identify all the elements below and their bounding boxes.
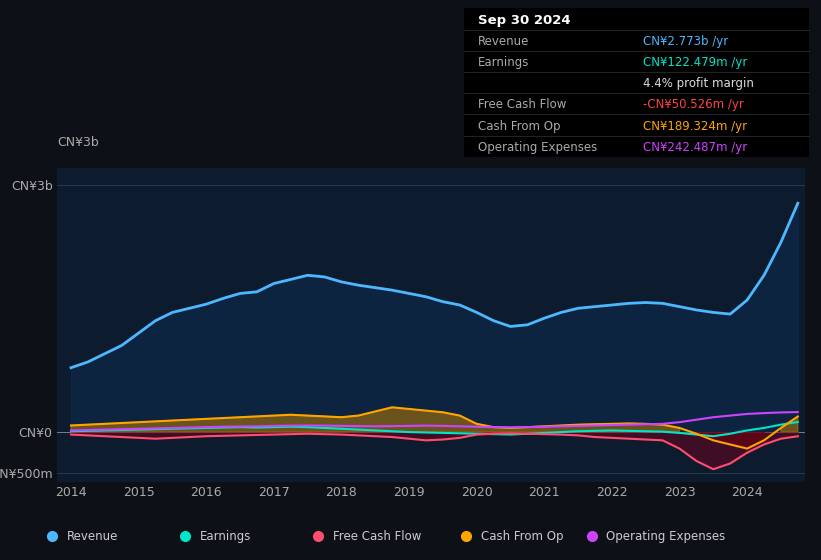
Text: -CN¥50.526m /yr: -CN¥50.526m /yr bbox=[643, 99, 744, 111]
Text: Free Cash Flow: Free Cash Flow bbox=[333, 530, 421, 543]
Text: Sep 30 2024: Sep 30 2024 bbox=[478, 13, 571, 26]
Text: Cash From Op: Cash From Op bbox=[481, 530, 563, 543]
Text: CN¥122.479m /yr: CN¥122.479m /yr bbox=[643, 56, 748, 69]
Text: 4.4% profit margin: 4.4% profit margin bbox=[643, 77, 754, 90]
Text: Operating Expenses: Operating Expenses bbox=[606, 530, 726, 543]
Text: Earnings: Earnings bbox=[200, 530, 251, 543]
Text: Free Cash Flow: Free Cash Flow bbox=[478, 99, 566, 111]
Text: Revenue: Revenue bbox=[478, 35, 529, 48]
Text: Earnings: Earnings bbox=[478, 56, 529, 69]
Text: Revenue: Revenue bbox=[67, 530, 118, 543]
Text: CN¥189.324m /yr: CN¥189.324m /yr bbox=[643, 120, 747, 133]
Text: CN¥242.487m /yr: CN¥242.487m /yr bbox=[643, 141, 747, 154]
Text: CN¥2.773b /yr: CN¥2.773b /yr bbox=[643, 35, 728, 48]
Text: Operating Expenses: Operating Expenses bbox=[478, 141, 597, 154]
Text: CN¥3b: CN¥3b bbox=[57, 136, 99, 149]
Text: Cash From Op: Cash From Op bbox=[478, 120, 560, 133]
